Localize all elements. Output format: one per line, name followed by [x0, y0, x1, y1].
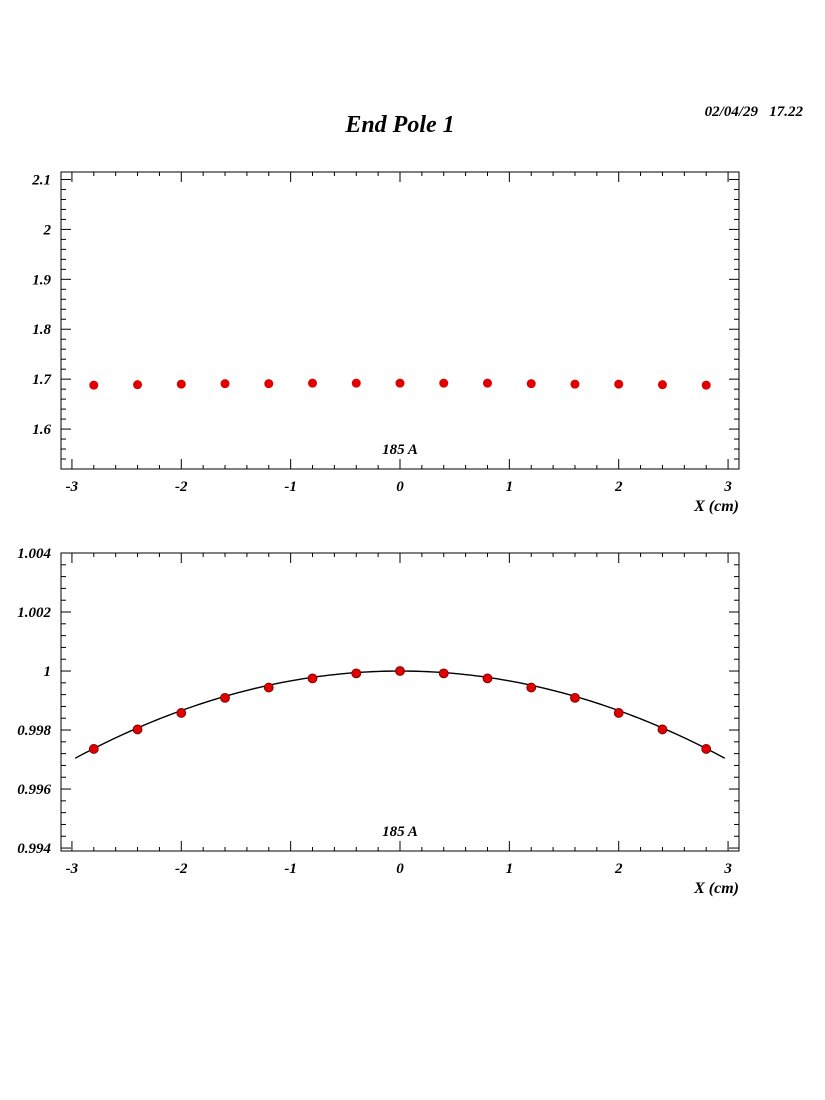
plot-frame — [60, 552, 740, 852]
data-point — [395, 378, 405, 388]
x-tick-label: 3 — [723, 861, 732, 877]
data-point — [308, 378, 318, 388]
plot-panel-1: -3 -2 -1 0 1 2 3 1.6 1.7 1.8 1.9 2 2.1 X (cm) 185 A — [31, 171, 740, 515]
data-point — [264, 379, 274, 389]
y-tick-label: 1.7 — [32, 372, 51, 388]
x-tick-label: 0 — [396, 861, 404, 877]
x-tick-label: 2 — [614, 861, 623, 877]
data-point — [176, 708, 187, 718]
data-point — [220, 692, 230, 703]
x-tick-label: -2 — [175, 861, 188, 877]
data-point — [526, 379, 536, 389]
plot-frame — [60, 171, 740, 470]
y-tick-label: 1.004 — [17, 546, 51, 562]
y-tick-label: 0.996 — [17, 782, 51, 798]
data-point — [438, 668, 449, 679]
y-tick-label: 1.8 — [32, 322, 51, 338]
data-point — [307, 673, 318, 684]
plot-panel-2: -3 -2 -1 0 1 2 3 0.994 0.996 0.998 1 1.002 1.004 X (c… — [17, 546, 740, 897]
data-point — [482, 378, 492, 388]
x-axis-label: X (cm) — [693, 880, 739, 897]
current-annotation: 185 A — [382, 824, 418, 840]
current-annotation: 185 A — [382, 442, 418, 458]
data-point — [570, 379, 580, 389]
data-point — [132, 724, 143, 735]
data-point — [89, 380, 99, 390]
data-point — [701, 744, 712, 754]
data-point — [351, 668, 362, 679]
x-tick-label: 1 — [506, 861, 514, 877]
y-tick-label: 0.994 — [17, 841, 51, 857]
data-point — [614, 379, 624, 389]
data-point — [133, 380, 143, 390]
x-tick-label: 0 — [396, 479, 404, 495]
data-point — [701, 380, 711, 390]
x-tick-label: -3 — [66, 479, 79, 495]
y-tick-label: 1.9 — [32, 272, 51, 288]
x-tick-label: 3 — [723, 479, 732, 495]
data-point — [395, 666, 405, 676]
y-tick-label: 1.002 — [17, 605, 51, 621]
x-axis-label: X (cm) — [693, 498, 739, 515]
y-tick-label: 2.1 — [31, 172, 51, 188]
data-point — [570, 692, 580, 703]
data-point — [176, 379, 186, 389]
x-tick-label: -1 — [284, 861, 297, 877]
data-point — [351, 378, 361, 388]
x-tick-label: 2 — [614, 479, 623, 495]
fit-curve — [74, 670, 726, 759]
x-tick-label: -1 — [284, 479, 297, 495]
y-tick-label: 1 — [44, 664, 52, 680]
y-tick-label: 1.6 — [32, 422, 51, 438]
page-title: End Pole 1 — [345, 112, 455, 138]
y-tick-label: 2 — [43, 222, 52, 238]
x-tick-label: 1 — [506, 479, 514, 495]
x-tick-label: -2 — [175, 479, 188, 495]
timestamp: 02/04/29 17.22 — [704, 104, 803, 120]
data-point — [657, 724, 668, 735]
data-point — [263, 682, 274, 693]
data-point — [220, 379, 230, 389]
x-tick-label: -3 — [66, 861, 79, 877]
data-point — [613, 708, 624, 718]
data-point — [88, 744, 99, 754]
y-tick-label: 0.998 — [17, 723, 51, 739]
data-point — [526, 682, 537, 693]
data-point — [482, 673, 493, 684]
data-point — [657, 380, 667, 390]
data-point — [439, 378, 449, 388]
